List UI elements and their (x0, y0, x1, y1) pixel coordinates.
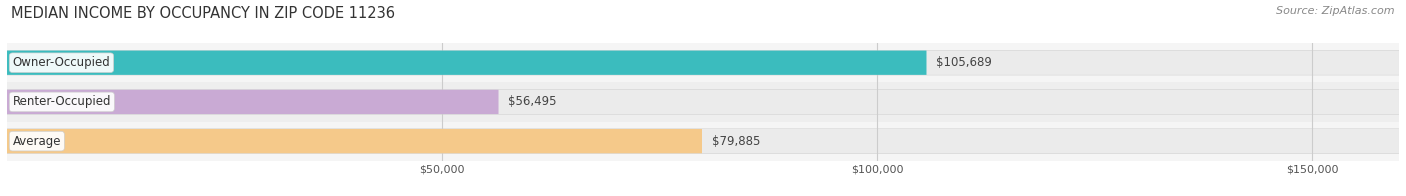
Text: $56,495: $56,495 (508, 95, 557, 108)
FancyBboxPatch shape (7, 129, 1399, 153)
Bar (7, 43, 1399, 82)
Text: Source: ZipAtlas.com: Source: ZipAtlas.com (1277, 6, 1395, 16)
Bar (7, 122, 1399, 161)
FancyBboxPatch shape (7, 129, 702, 153)
Text: Renter-Occupied: Renter-Occupied (13, 95, 111, 108)
Text: MEDIAN INCOME BY OCCUPANCY IN ZIP CODE 11236: MEDIAN INCOME BY OCCUPANCY IN ZIP CODE 1… (11, 6, 395, 21)
Text: $79,885: $79,885 (711, 135, 761, 148)
FancyBboxPatch shape (7, 89, 1399, 114)
FancyBboxPatch shape (7, 51, 1399, 75)
FancyBboxPatch shape (7, 90, 1399, 114)
Bar (7, 82, 1399, 122)
FancyBboxPatch shape (7, 90, 499, 114)
Text: $105,689: $105,689 (936, 56, 993, 69)
FancyBboxPatch shape (7, 50, 1399, 75)
FancyBboxPatch shape (7, 51, 927, 75)
Text: Average: Average (13, 135, 60, 148)
Text: Owner-Occupied: Owner-Occupied (13, 56, 110, 69)
FancyBboxPatch shape (7, 129, 1399, 154)
